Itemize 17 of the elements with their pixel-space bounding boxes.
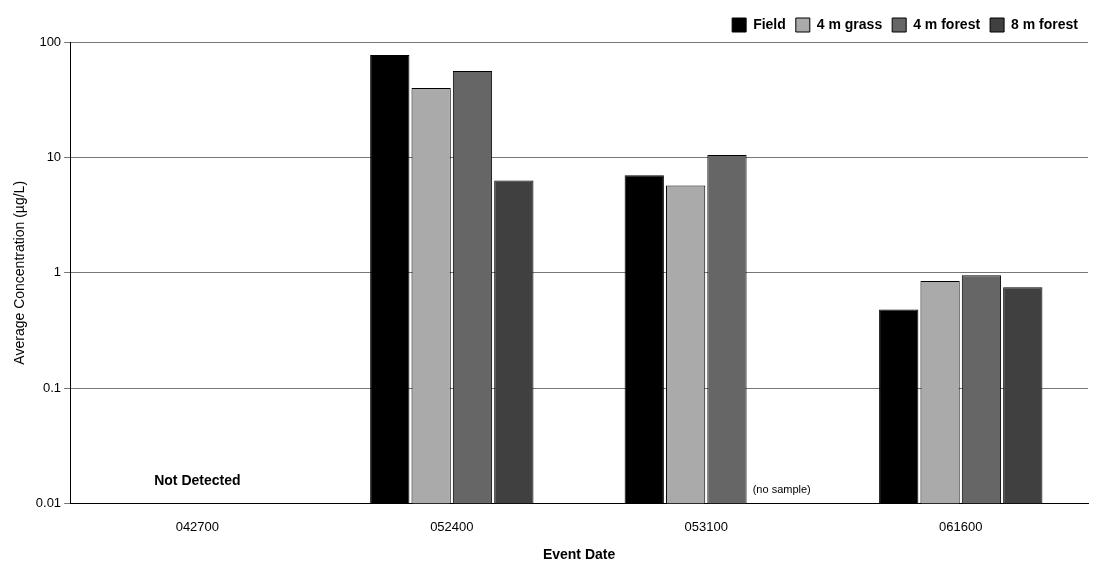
x-tick-label: 053100 <box>684 518 728 534</box>
x-axis-title: Event Date <box>542 546 616 563</box>
y-tick-label: 10 <box>46 148 62 164</box>
annotation: (no sample) <box>752 482 811 495</box>
x-tick-label: 052400 <box>430 518 474 534</box>
y-tick-label: 0.1 <box>43 379 62 395</box>
legend-label: 8 m forest <box>1011 15 1079 32</box>
legend-label: 4 m grass <box>816 15 883 32</box>
legend-label: 4 m forest <box>913 15 981 32</box>
legend-label: Field <box>753 15 786 32</box>
x-tick-label: 061600 <box>939 518 983 534</box>
y-tick-label: 100 <box>39 33 62 49</box>
y-axis-title: Average Concentration (µg/L) <box>11 180 28 365</box>
y-tick-label: 1 <box>53 264 62 280</box>
annotation: Not Detected <box>154 472 241 489</box>
y-tick-label: 0.01 <box>35 495 62 511</box>
x-tick-label: 042700 <box>175 518 220 534</box>
